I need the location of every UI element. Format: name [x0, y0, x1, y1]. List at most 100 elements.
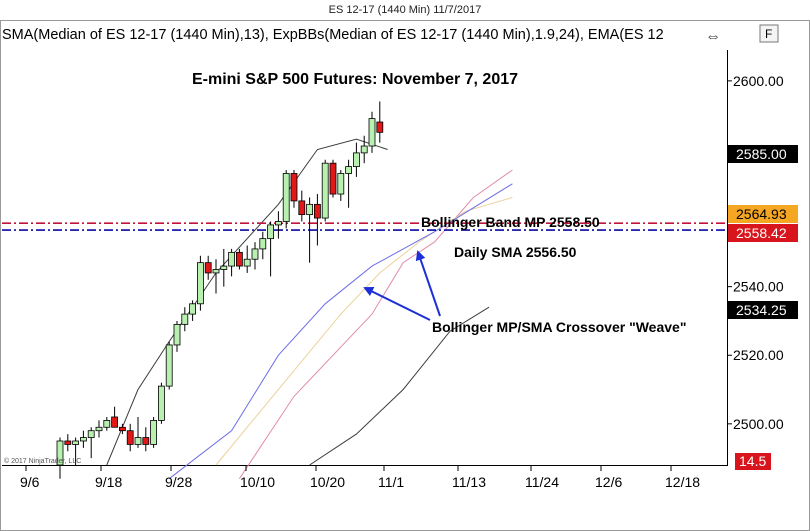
candle[interactable]: [376, 101, 384, 143]
indicator-lines: [106, 138, 513, 480]
candle-body-down: [204, 262, 212, 274]
cycle-icon[interactable]: ⇔: [705, 28, 721, 45]
f-button-label[interactable]: F: [765, 27, 772, 41]
candle[interactable]: [103, 416, 111, 431]
price-tick-label: 2600.00: [733, 73, 784, 89]
candle[interactable]: [298, 190, 306, 222]
daily-sma-label: Daily SMA 2556.50: [454, 244, 577, 260]
candle[interactable]: [142, 427, 150, 452]
candle-body-up: [72, 440, 79, 445]
price-tag-lower-band-bg: [728, 301, 798, 319]
candle-body-up: [212, 269, 220, 274]
price-tick-label: 2540.00: [733, 279, 784, 295]
candle-body-up: [368, 118, 376, 147]
candle[interactable]: [259, 231, 267, 260]
candle[interactable]: [368, 111, 376, 153]
time-tick-label: 10/10: [240, 474, 275, 490]
candle[interactable]: [165, 341, 173, 390]
candle-body-up: [103, 420, 111, 428]
candlesticks[interactable]: [56, 101, 384, 479]
candle-body-up: [181, 313, 189, 325]
candle[interactable]: [181, 307, 189, 332]
candle[interactable]: [56, 437, 64, 479]
candle[interactable]: [321, 159, 329, 222]
copyright-notice: © 2017 NinjaTrader, LLC: [4, 457, 81, 465]
time-axis[interactable]: 9/6 9/18 9/28 10/10 10/20 11/1 11/13 11/24 12/6 1…: [20, 466, 700, 490]
candle-body-down: [329, 162, 337, 195]
candle-body-up: [267, 224, 275, 240]
price-tag-bottom-text: 14.5: [739, 453, 766, 469]
chart-panel[interactable]: SMA(Median of ES 12-17 (1440 Min),13), E…: [0, 20, 810, 531]
candle[interactable]: [150, 416, 158, 448]
price-tag-last-bg: [728, 145, 798, 163]
price-tag-bottom: 14.5: [735, 453, 771, 470]
time-tick-label: 11/24: [525, 474, 559, 490]
window-title: ES 12-17 (1440 Min) 11/7/2017: [0, 0, 810, 20]
f-button[interactable]: [759, 24, 779, 43]
candle[interactable]: [119, 423, 126, 435]
candle-body-up: [243, 258, 251, 267]
candle[interactable]: [251, 242, 259, 270]
candle[interactable]: [111, 406, 118, 428]
candle-body-up: [134, 437, 142, 445]
candle[interactable]: [157, 382, 165, 424]
candle-body-down: [119, 426, 126, 432]
candle-body-up: [173, 323, 181, 346]
crossover-arrow-left: [363, 287, 431, 321]
candle[interactable]: [337, 170, 345, 201]
candle-body-up: [251, 248, 259, 260]
indicator-line-3: [168, 183, 513, 480]
candle[interactable]: [267, 221, 275, 277]
candle[interactable]: [64, 434, 72, 452]
candle[interactable]: [235, 248, 243, 270]
candle-body-up: [228, 251, 236, 267]
candle[interactable]: [72, 437, 79, 465]
candle-body-down: [235, 251, 243, 267]
candle-body-down: [313, 203, 321, 219]
horizontal-lines: [2, 222, 727, 231]
candle[interactable]: [243, 245, 251, 273]
candle[interactable]: [220, 248, 228, 287]
candle[interactable]: [360, 135, 368, 164]
indicator-legend-mask: [700, 22, 728, 48]
candle-body-up: [345, 166, 353, 174]
candle[interactable]: [313, 194, 321, 246]
candle[interactable]: [228, 248, 236, 277]
bollinger-mp-label: Bollinger Band MP 2558.50: [421, 214, 600, 230]
candle-body-up: [189, 303, 197, 315]
candle[interactable]: [80, 430, 87, 448]
price-tag-red: 2558.42: [728, 224, 798, 242]
candle[interactable]: [329, 159, 337, 198]
candle[interactable]: [352, 142, 360, 177]
indicator-line-1: [215, 197, 513, 466]
candle[interactable]: [212, 259, 220, 294]
time-tick-label: 9/28: [165, 474, 192, 490]
price-tag-red-text: 2558.42: [736, 225, 787, 241]
candle-body-up: [360, 145, 368, 154]
candle[interactable]: [204, 255, 212, 280]
candle[interactable]: [126, 423, 134, 452]
candle-body-up: [150, 420, 158, 445]
price-tick-label: 2520.00: [733, 347, 784, 363]
time-tick-label: 11/13: [452, 474, 486, 490]
candle[interactable]: [306, 197, 314, 263]
price-tag-ema-bg: [728, 205, 798, 223]
chart-title: E-mini S&P 500 Futures: November 7, 2017: [192, 71, 518, 88]
candle[interactable]: [87, 427, 95, 459]
candle[interactable]: [134, 416, 142, 448]
chart-canvas[interactable]: SMA(Median of ES 12-17 (1440 Min),13), E…: [0, 20, 810, 531]
candle-body-down: [376, 121, 384, 133]
candle[interactable]: [290, 170, 298, 208]
candle[interactable]: [173, 320, 181, 352]
candle-body-up: [165, 344, 173, 387]
candle-body-down: [142, 437, 150, 445]
candle[interactable]: [95, 420, 103, 438]
candle[interactable]: [196, 255, 204, 311]
time-tick-label: 9/6: [20, 474, 40, 490]
candle[interactable]: [189, 300, 197, 321]
indicator-line-4: [309, 306, 490, 466]
candle[interactable]: [345, 159, 353, 208]
candle[interactable]: [274, 211, 282, 239]
candle-body-up: [282, 173, 290, 222]
candle[interactable]: [282, 170, 290, 229]
